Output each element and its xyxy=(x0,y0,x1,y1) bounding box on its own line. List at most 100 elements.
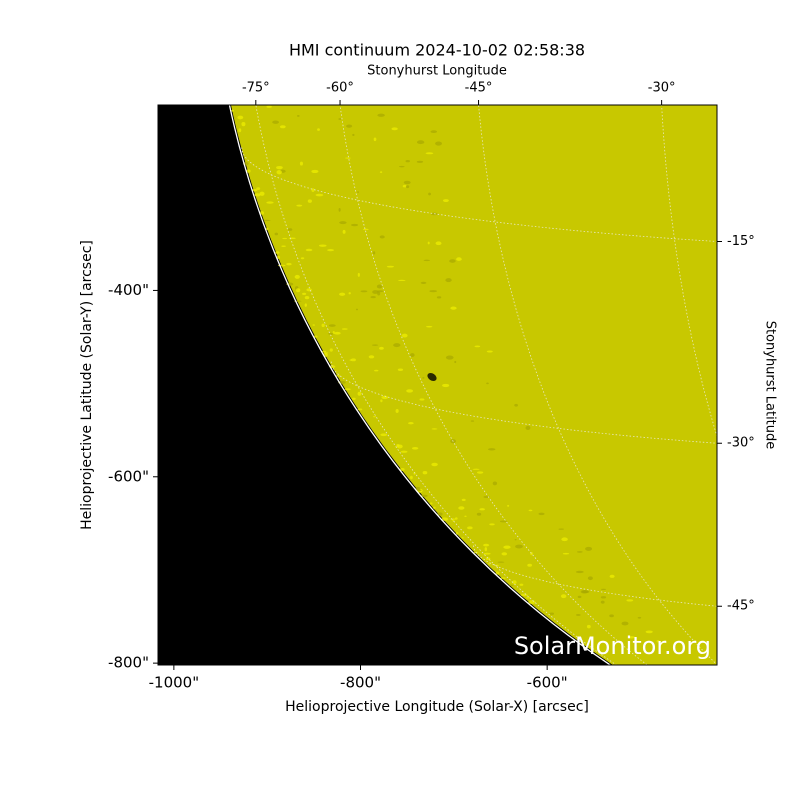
facula xyxy=(320,97,322,101)
facula xyxy=(311,188,315,192)
facula xyxy=(246,169,251,173)
facula xyxy=(397,368,404,371)
facula xyxy=(300,257,305,260)
facula xyxy=(358,85,360,87)
facula xyxy=(400,450,408,453)
facula xyxy=(406,389,414,393)
facula xyxy=(445,278,452,283)
facula xyxy=(528,600,536,605)
facula xyxy=(455,517,458,520)
facula xyxy=(288,237,296,240)
right-tick-label: -30° xyxy=(727,436,755,451)
sunspot xyxy=(427,372,437,382)
facula xyxy=(276,255,281,260)
facula xyxy=(441,517,449,521)
facula xyxy=(274,232,279,236)
facula xyxy=(304,296,310,300)
facula xyxy=(424,95,426,96)
facula xyxy=(379,346,384,350)
facula xyxy=(281,245,286,247)
facula xyxy=(286,262,292,266)
top-tick-label: -75° xyxy=(242,81,270,96)
facula xyxy=(422,377,425,379)
facula xyxy=(600,600,605,604)
facula xyxy=(476,512,482,516)
facula xyxy=(270,92,275,95)
facula xyxy=(370,296,376,299)
facula xyxy=(339,221,347,225)
facula xyxy=(238,32,241,34)
facula xyxy=(317,128,320,131)
facula xyxy=(600,596,607,599)
y-axis-label: Helioprojective Latitude (Solar-Y) [arcs… xyxy=(79,240,95,530)
facula xyxy=(402,184,407,188)
facula xyxy=(304,303,307,307)
x-tick-label: -800" xyxy=(340,674,381,692)
facula xyxy=(231,109,234,112)
facula xyxy=(251,188,258,192)
facula xyxy=(487,563,491,565)
facula xyxy=(311,169,319,174)
facula xyxy=(334,375,341,377)
facula xyxy=(259,211,264,215)
facula xyxy=(411,446,419,450)
facula xyxy=(495,571,500,575)
facula xyxy=(405,159,410,163)
chart-title: HMI continuum 2024-10-02 02:58:38 xyxy=(289,41,585,60)
facula xyxy=(329,348,333,352)
facula xyxy=(295,288,301,293)
facula xyxy=(259,191,265,196)
facula xyxy=(214,3,217,6)
facula xyxy=(386,265,394,268)
facula xyxy=(562,552,570,555)
facula xyxy=(425,152,434,155)
facula xyxy=(341,328,348,330)
facula xyxy=(398,165,405,168)
right-axis-label: Stonyhurst Latitude xyxy=(763,321,778,450)
facula xyxy=(239,24,241,26)
facula xyxy=(371,344,379,346)
facula xyxy=(419,398,425,401)
facula xyxy=(472,468,480,470)
facula xyxy=(312,324,316,326)
facula xyxy=(261,53,268,57)
facula xyxy=(396,443,400,448)
facula xyxy=(408,421,414,425)
facula xyxy=(586,624,591,629)
facula xyxy=(486,350,493,353)
facula xyxy=(429,290,438,293)
facula xyxy=(456,257,462,261)
facula xyxy=(405,185,410,189)
facula xyxy=(294,274,300,279)
facula xyxy=(450,306,457,310)
facula xyxy=(279,125,286,129)
facula xyxy=(455,532,459,535)
facula xyxy=(315,193,324,197)
facula xyxy=(373,137,377,142)
facula xyxy=(432,506,436,509)
facula xyxy=(558,528,564,530)
facula xyxy=(445,355,454,360)
facula xyxy=(352,133,355,136)
facula xyxy=(328,324,336,327)
facula xyxy=(487,448,496,451)
facula xyxy=(428,192,431,196)
y-tick-label: -600" xyxy=(108,467,149,485)
facula xyxy=(379,235,385,239)
facula xyxy=(342,229,346,234)
facula xyxy=(349,359,353,361)
facula xyxy=(509,584,514,587)
facula xyxy=(338,118,342,120)
facula xyxy=(576,614,581,616)
facula xyxy=(275,251,280,254)
facula xyxy=(561,537,568,542)
facula xyxy=(299,161,303,166)
facula xyxy=(483,552,491,555)
facula xyxy=(324,60,327,61)
facula xyxy=(313,335,318,338)
facula xyxy=(577,595,582,599)
facula xyxy=(507,504,510,507)
facula xyxy=(470,420,475,422)
y-tick-label: -400" xyxy=(108,281,149,299)
facula xyxy=(442,383,450,388)
